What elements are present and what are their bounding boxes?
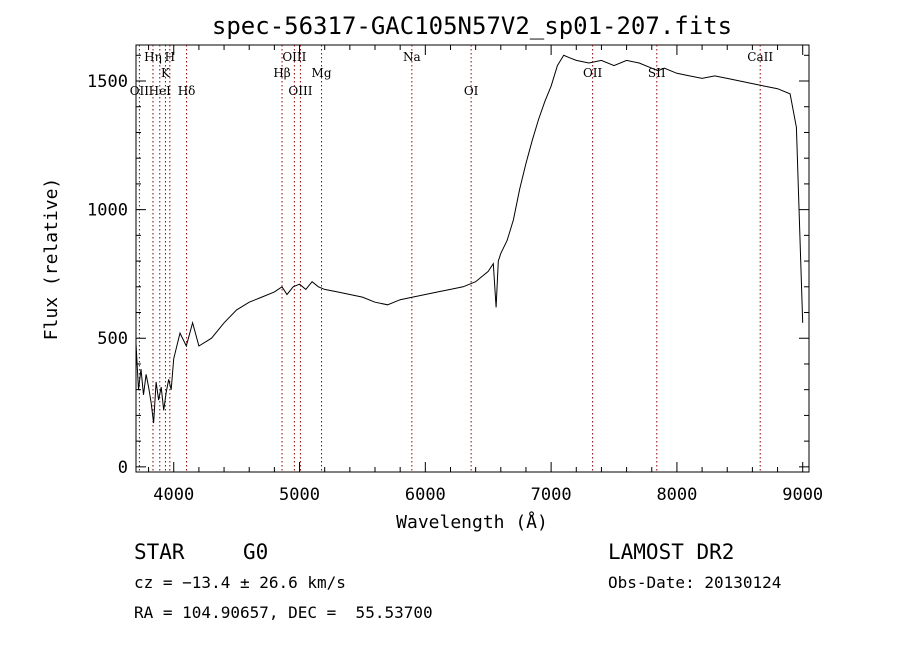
- x-tick-label: 5000: [279, 485, 320, 505]
- spectral-line-label: HeI: [149, 84, 172, 98]
- x-tick-label: 7000: [531, 485, 572, 505]
- y-tick-label: 1500: [87, 72, 128, 92]
- spectral-line-label: Hδ: [178, 84, 196, 98]
- spectral-line-label: OII: [583, 66, 603, 80]
- y-axis-label: Flux (relative): [41, 178, 62, 341]
- x-tick-label: 8000: [656, 485, 697, 505]
- x-tick-label: 9000: [782, 485, 823, 505]
- spectral-line-label: OIII: [288, 84, 312, 98]
- spectral-line-label: K: [161, 66, 171, 80]
- spectral-line-label: OIII: [282, 50, 306, 64]
- coordinates: RA = 104.90657, DEC = 55.53700: [134, 603, 433, 622]
- spectral-subclass: G0: [243, 540, 268, 564]
- spectral-line-label: OII: [130, 84, 150, 98]
- redshift-velocity: cz = −13.4 ± 26.6 km/s: [134, 573, 346, 592]
- x-tick-label: 4000: [153, 485, 194, 505]
- plot-frame: [136, 45, 809, 472]
- spectral-line-label: Hβ: [273, 66, 290, 80]
- object-type: STAR: [134, 540, 185, 564]
- spectral-line-label: OI: [464, 84, 479, 98]
- spectrum-line: [136, 55, 803, 423]
- x-axis-label: Wavelength (Å): [396, 511, 548, 533]
- chart-title: spec-56317-GAC105N57V2_sp01-207.fits: [212, 12, 732, 40]
- observation-date: Obs-Date: 20130124: [608, 573, 781, 592]
- y-tick-label: 1000: [87, 201, 128, 221]
- spectral-line-label: Na: [403, 50, 421, 64]
- y-tick-label: 500: [97, 329, 128, 349]
- x-tick-label: 6000: [405, 485, 446, 505]
- y-tick-label: 0: [118, 458, 128, 478]
- spectral-line-label: CaII: [747, 50, 773, 64]
- spectral-line-label: Hη: [144, 50, 162, 64]
- spectral-line-label: Mg: [312, 66, 332, 80]
- spectrum-chart: spec-56317-GAC105N57V2_sp01-207.fits OII…: [0, 0, 900, 540]
- survey-name: LAMOST DR2: [608, 540, 734, 564]
